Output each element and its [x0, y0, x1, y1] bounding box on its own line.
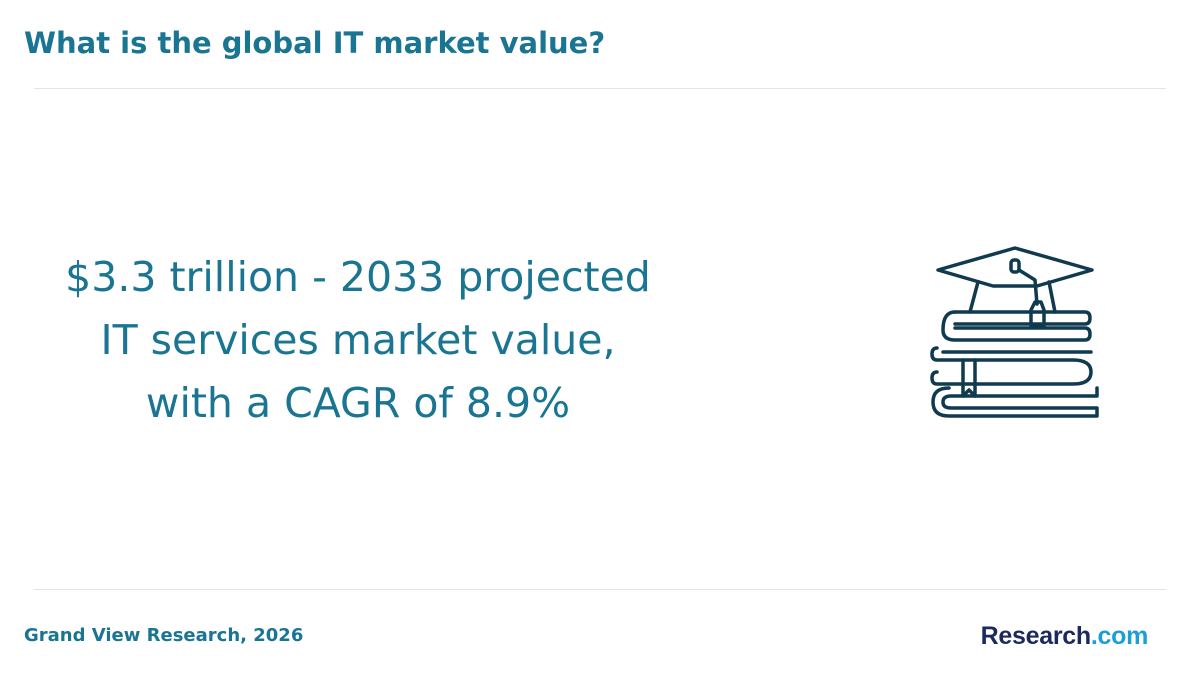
logo-domain: .com — [1090, 622, 1148, 650]
stat-line: with a CAGR of 8.9% — [145, 379, 571, 427]
stat-line: $3.3 trillion - 2033 projected — [65, 253, 651, 301]
brand-logo: Research.com — [980, 620, 1149, 652]
stat-line: IT services market value, — [100, 316, 616, 364]
top-divider — [34, 88, 1166, 89]
source-credit: Grand View Research, 2026 — [24, 625, 304, 646]
graduation-cap-on-books-icon — [925, 240, 1105, 425]
stat-statement: $3.3 trillion - 2033 projected IT servic… — [30, 246, 686, 435]
logo-wordmark: Research — [980, 622, 1091, 650]
bottom-divider — [34, 589, 1166, 590]
page-title: What is the global IT market value? — [24, 26, 606, 60]
